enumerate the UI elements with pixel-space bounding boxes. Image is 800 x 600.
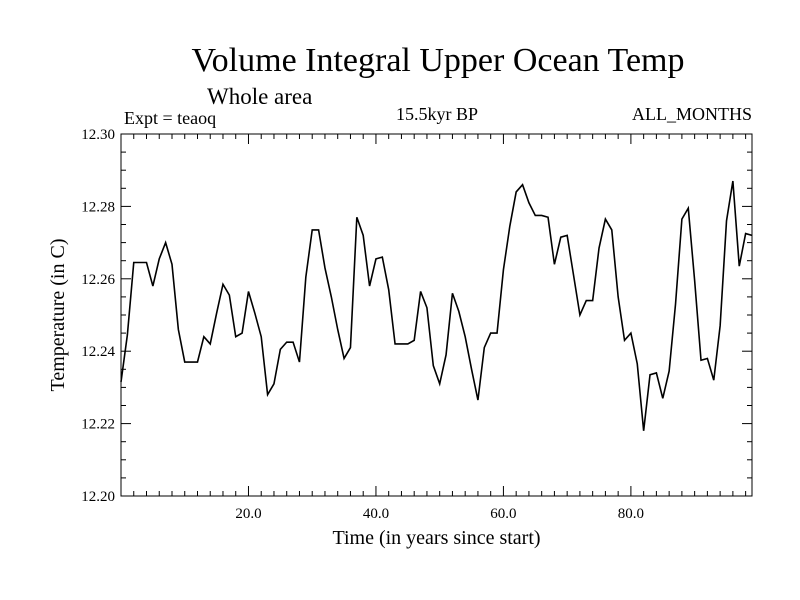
x-axis-label: Time (in years since start)	[332, 527, 540, 549]
y-axis-label: Temperature (in C)	[47, 239, 69, 392]
y-tick-label: 12.22	[81, 417, 115, 433]
axis-labels: 20.0 40.0 60.0 80.0 12.20 12.22 12.24 12.26 12.2…	[81, 127, 644, 522]
temperature-series-line	[120, 180, 753, 431]
y-tick-label: 12.28	[81, 199, 115, 215]
y-tick-label: 12.30	[81, 127, 115, 143]
experiment-label: Expt = teaoq	[124, 108, 217, 128]
chart-title: Volume Integral Upper Ocean Temp	[191, 42, 685, 79]
months-label: ALL_MONTHS	[632, 104, 752, 124]
y-tick-label: 12.24	[81, 344, 115, 360]
y-tick-label: 12.20	[81, 489, 115, 505]
period-label: 15.5kyr BP	[396, 104, 479, 124]
axis-ticks	[121, 133, 752, 497]
x-tick-label: 60.0	[490, 506, 516, 522]
chart-subtitle: Whole area	[207, 84, 313, 109]
x-tick-label: 80.0	[618, 506, 644, 522]
y-tick-label: 12.26	[81, 272, 115, 288]
x-tick-label: 40.0	[363, 506, 389, 522]
x-tick-label: 20.0	[235, 506, 261, 522]
